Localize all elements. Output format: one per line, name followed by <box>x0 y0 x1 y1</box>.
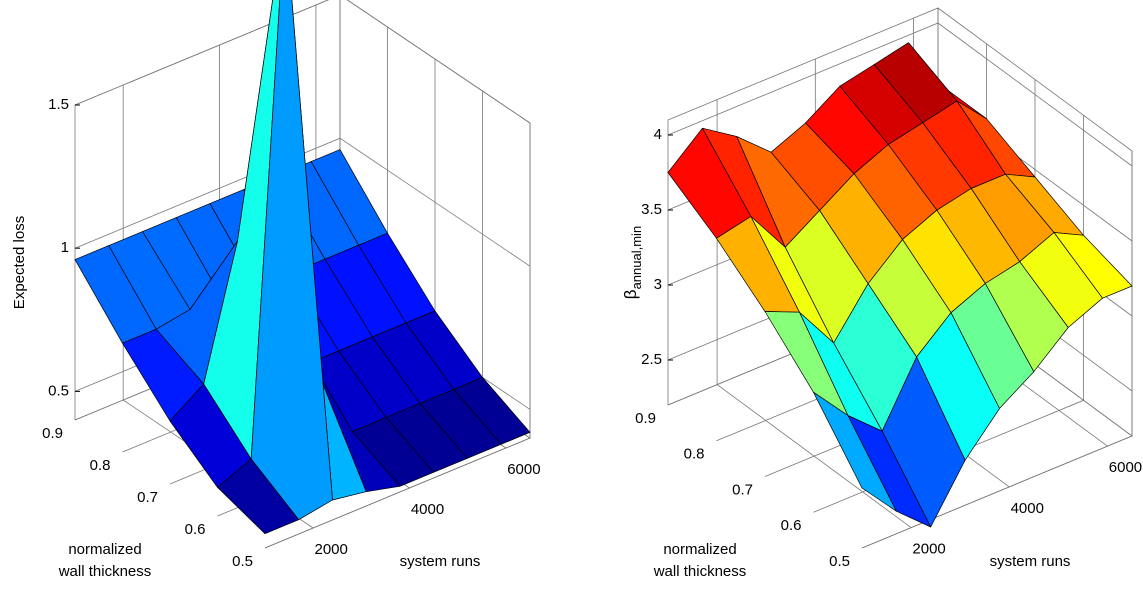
z-axis-title: βannual,min <box>621 226 644 299</box>
grid-line <box>861 151 1133 549</box>
grid-line <box>264 123 531 549</box>
z-axis-title: Expected loss <box>11 216 28 309</box>
y-tick-label: 0.9 <box>42 425 63 442</box>
z-tick-label: 0.5 <box>48 382 69 399</box>
y-axis-title: normalized <box>68 541 141 558</box>
y-tick-label: 0.8 <box>684 446 705 463</box>
z-axis-symbol: β <box>621 289 640 299</box>
x-tick-label: 4000 <box>411 501 444 518</box>
y-tick-label: 0.7 <box>732 481 753 498</box>
surface-patch <box>813 391 897 512</box>
z-tick-label: 3.5 <box>641 201 662 218</box>
x-tick-label: 2000 <box>314 541 347 558</box>
z-tick-label: 3 <box>654 276 662 293</box>
x-tick-label: 4000 <box>1011 500 1044 517</box>
y-tick-label: 0.8 <box>90 457 111 474</box>
y-tick-label: 0.9 <box>635 410 656 427</box>
y-tick-label: 0.5 <box>232 553 253 570</box>
x-tick-label: 6000 <box>1109 459 1142 476</box>
x-tick-label: 2000 <box>912 541 945 558</box>
grid-line <box>74 0 531 124</box>
y-axis-title: wall thickness <box>58 563 152 580</box>
y-axis-title: normalized <box>663 541 736 558</box>
z-tick-label: 2.5 <box>641 351 662 368</box>
y-axis-title: wall thickness <box>653 563 747 580</box>
y-tick-label: 0.6 <box>781 517 802 534</box>
z-tick-label: 1.5 <box>48 96 69 113</box>
z-tick-label: 1 <box>61 239 69 256</box>
y-tick-label: 0.6 <box>185 521 206 538</box>
surface-patch <box>217 458 300 535</box>
z-tick-label: 4 <box>654 126 662 143</box>
x-axis-title: system runs <box>400 553 481 570</box>
y-tick-label: 0.7 <box>137 489 158 506</box>
z-axis-subscript: annual,min <box>629 226 644 290</box>
y-tick-label: 0.5 <box>829 553 850 570</box>
x-axis-title: system runs <box>990 553 1071 570</box>
x-tick-label: 6000 <box>507 461 540 478</box>
